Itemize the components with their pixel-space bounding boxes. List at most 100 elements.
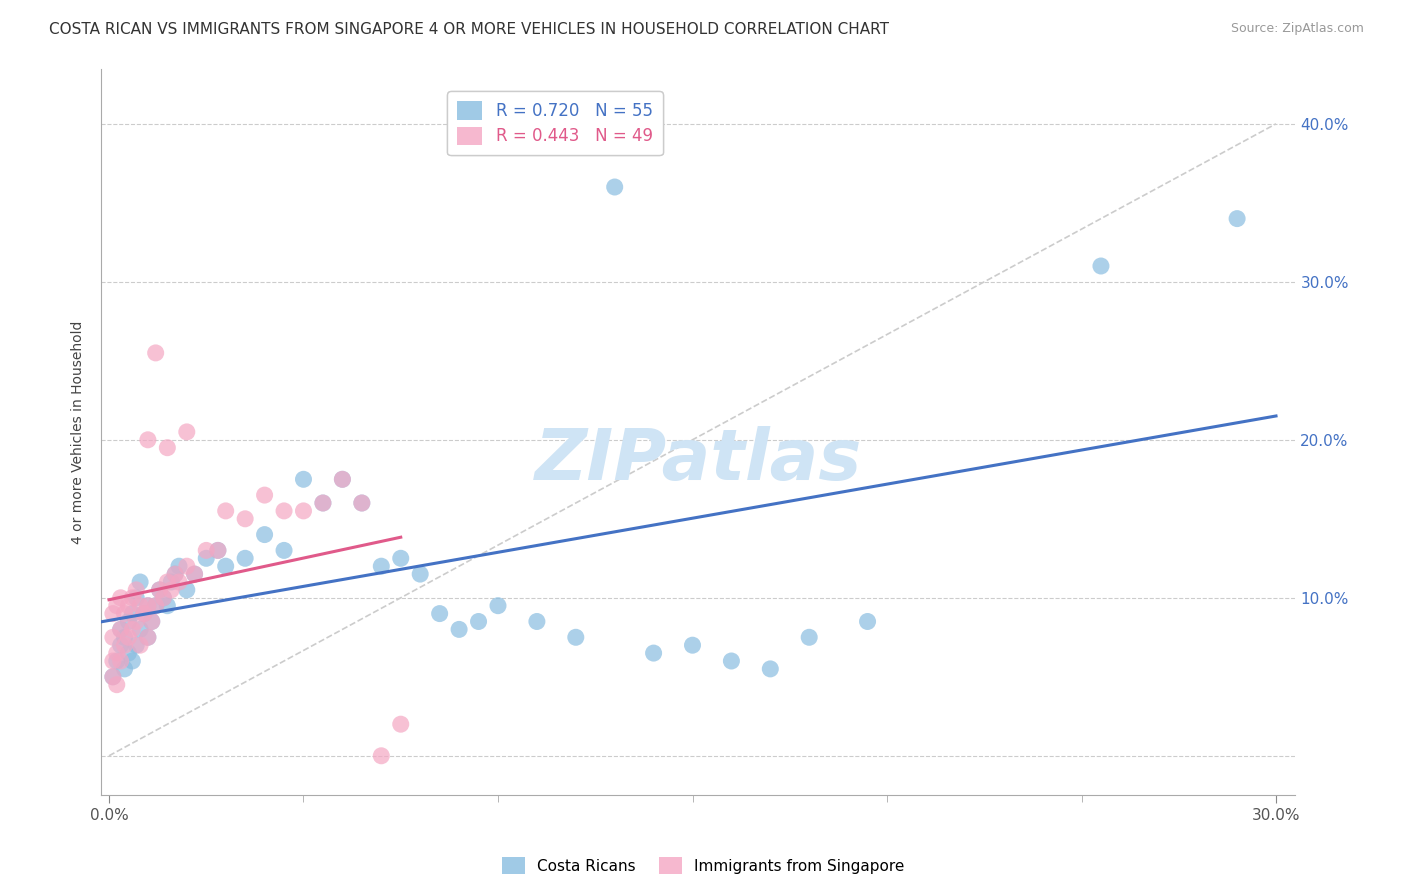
Point bbox=[110, 623, 132, 637]
Point bbox=[183, 567, 205, 582]
Point bbox=[160, 574, 183, 589]
Point bbox=[565, 630, 588, 644]
Point bbox=[117, 630, 139, 644]
Point bbox=[429, 607, 451, 621]
Point bbox=[141, 615, 163, 629]
Point bbox=[467, 615, 489, 629]
Point bbox=[160, 582, 183, 597]
Point bbox=[526, 615, 548, 629]
Point bbox=[117, 599, 139, 613]
Point bbox=[312, 496, 335, 510]
Point bbox=[720, 654, 742, 668]
Point bbox=[121, 591, 143, 605]
Point bbox=[141, 615, 163, 629]
Point bbox=[105, 678, 128, 692]
Point bbox=[273, 543, 295, 558]
Point bbox=[145, 599, 167, 613]
Point bbox=[176, 582, 198, 597]
Point bbox=[253, 488, 276, 502]
Point bbox=[156, 574, 179, 589]
Point bbox=[125, 591, 148, 605]
Point bbox=[136, 599, 159, 613]
Point bbox=[156, 599, 179, 613]
Point bbox=[176, 559, 198, 574]
Point bbox=[129, 599, 152, 613]
Point bbox=[114, 630, 136, 644]
Point bbox=[105, 654, 128, 668]
Point bbox=[101, 670, 124, 684]
Point bbox=[370, 748, 392, 763]
Point bbox=[233, 551, 256, 566]
Point bbox=[292, 472, 315, 486]
Point bbox=[148, 582, 170, 597]
Point bbox=[312, 496, 335, 510]
Point bbox=[292, 504, 315, 518]
Legend: Costa Ricans, Immigrants from Singapore: Costa Ricans, Immigrants from Singapore bbox=[496, 851, 910, 880]
Point bbox=[110, 654, 132, 668]
Point bbox=[129, 623, 152, 637]
Point bbox=[136, 630, 159, 644]
Point bbox=[132, 607, 155, 621]
Point bbox=[114, 638, 136, 652]
Point bbox=[1226, 211, 1249, 226]
Point bbox=[101, 607, 124, 621]
Point bbox=[125, 615, 148, 629]
Point bbox=[114, 662, 136, 676]
Legend: R = 0.720   N = 55, R = 0.443   N = 49: R = 0.720 N = 55, R = 0.443 N = 49 bbox=[447, 91, 662, 155]
Point bbox=[253, 527, 276, 541]
Point bbox=[856, 615, 879, 629]
Point bbox=[125, 582, 148, 597]
Point bbox=[183, 567, 205, 582]
Point bbox=[233, 512, 256, 526]
Text: COSTA RICAN VS IMMIGRANTS FROM SINGAPORE 4 OR MORE VEHICLES IN HOUSEHOLD CORRELA: COSTA RICAN VS IMMIGRANTS FROM SINGAPORE… bbox=[49, 22, 889, 37]
Point bbox=[215, 559, 238, 574]
Point bbox=[350, 496, 373, 510]
Point bbox=[389, 551, 412, 566]
Point bbox=[121, 654, 143, 668]
Point bbox=[167, 559, 190, 574]
Point bbox=[165, 567, 187, 582]
Point bbox=[105, 599, 128, 613]
Point bbox=[114, 607, 136, 621]
Point bbox=[215, 504, 238, 518]
Point bbox=[110, 623, 132, 637]
Point bbox=[207, 543, 229, 558]
Point bbox=[195, 543, 218, 558]
Point bbox=[105, 646, 128, 660]
Point bbox=[167, 574, 190, 589]
Point bbox=[148, 582, 170, 597]
Point bbox=[370, 559, 392, 574]
Point bbox=[152, 591, 174, 605]
Text: Source: ZipAtlas.com: Source: ZipAtlas.com bbox=[1230, 22, 1364, 36]
Point bbox=[176, 425, 198, 439]
Point bbox=[136, 599, 159, 613]
Point bbox=[207, 543, 229, 558]
Point bbox=[350, 496, 373, 510]
Point bbox=[110, 638, 132, 652]
Point bbox=[156, 441, 179, 455]
Point bbox=[101, 630, 124, 644]
Point bbox=[165, 567, 187, 582]
Point bbox=[195, 551, 218, 566]
Point bbox=[125, 638, 148, 652]
Point bbox=[110, 591, 132, 605]
Point bbox=[117, 615, 139, 629]
Text: ZIPatlas: ZIPatlas bbox=[534, 426, 862, 495]
Point bbox=[121, 623, 143, 637]
Point bbox=[129, 574, 152, 589]
Point bbox=[643, 646, 665, 660]
Point bbox=[1090, 259, 1112, 273]
Point bbox=[389, 717, 412, 731]
Point bbox=[136, 630, 159, 644]
Point bbox=[409, 567, 432, 582]
Point bbox=[121, 607, 143, 621]
Point bbox=[152, 591, 174, 605]
Point bbox=[129, 638, 152, 652]
Point bbox=[332, 472, 354, 486]
Point bbox=[799, 630, 821, 644]
Point bbox=[332, 472, 354, 486]
Point bbox=[759, 662, 782, 676]
Point bbox=[132, 607, 155, 621]
Point bbox=[145, 599, 167, 613]
Point bbox=[682, 638, 704, 652]
